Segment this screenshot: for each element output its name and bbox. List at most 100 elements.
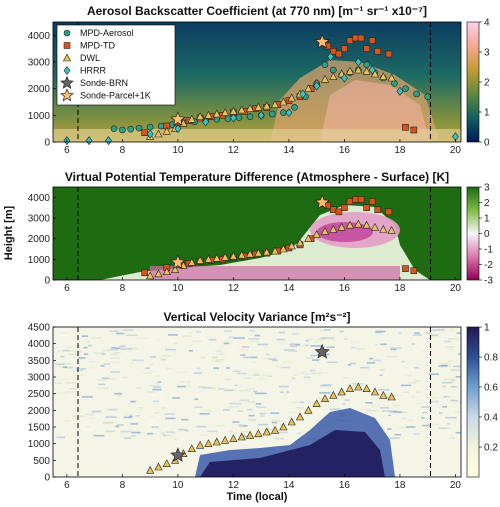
panel3-noise-speckle [310,345,322,347]
panel3-noise-speckle [64,420,71,422]
panel3-noise-speckle [240,431,250,433]
panel1-dwl-point [262,101,271,110]
panel1-mpd-td-point [341,45,348,52]
panel3-ytick-label: 1000 [28,439,51,450]
panel3-ytick-label: 2500 [28,389,51,400]
legend-marker [62,53,72,62]
panel2-dwl-point [154,269,163,278]
panel3-noise-speckle [321,346,331,348]
panel3-noise-speckle [447,365,452,367]
panel3-noise-speckle [268,375,273,377]
panel3-noise-speckle [288,350,298,352]
panel1-dwl-point [279,97,288,106]
panel3-noise-speckle [57,350,62,352]
panel2-mpd-td-point [330,206,337,214]
panel1-mpd-aerosol-point [157,122,165,130]
panel3-noise-speckle [75,367,82,370]
panel3-noise-speckle [113,352,121,354]
panel3-noise-speckle [153,386,162,388]
panel3-dwl-point [220,435,230,444]
panel3-noise-speckle [360,366,370,369]
panel1-mpd-td-point [346,37,354,44]
panel3-noise-speckle [327,361,338,364]
panel3-noise-speckle [123,416,132,419]
panel1-sonde-parcel-1k-point [314,34,330,49]
panel3-noise-speckle [103,422,114,424]
panel3-noise-speckle [196,425,207,428]
panel2-mpd-td-point [363,204,370,211]
panel3-noise-speckle [387,428,392,430]
panel2-title: Virtual Potential Temperature Difference… [65,170,449,184]
panel2-ytick-label: 3000 [28,214,51,225]
panel3-noise-speckle [298,373,309,375]
panel3-noise-speckle [130,362,134,364]
panel3-noise-speckle [181,418,189,421]
panel2-xtick-label: 8 [120,283,126,294]
panel3-noise-speckle [65,366,74,369]
panel3-noise-speckle [426,397,437,399]
panel3-noise-speckle [314,340,319,343]
panel3-noise-speckle [261,374,272,377]
colorbar2-tick-label: -3 [484,276,493,287]
panel2-ytick-label: 1000 [28,255,51,266]
panel2-dwl-point [320,226,330,235]
legend-label: Sonde-Parcel+1K [80,91,151,101]
panel3-noise-speckle [120,430,132,433]
panel3-noise-speckle [138,406,144,409]
panel3-noise-speckle [408,382,417,384]
panel3-noise-speckle [378,389,389,391]
panel3-noise-speckle [152,433,158,435]
panel1-mpd-aerosol-point [321,61,329,68]
panel3-noise-speckle [83,353,89,355]
panel1-mpd-aerosol-point [110,125,118,132]
panel2-dwl-point [304,234,313,242]
panel3-noise-speckle [403,391,409,394]
legend-label: Sonde-BRN [80,78,128,88]
panel3-noise-speckle [374,331,382,334]
panel3-noise-speckle [237,410,244,412]
panel3-dwl-point [162,459,171,467]
colorbar2-tick-label: -1 [484,245,493,256]
panel3-noise-speckle [60,332,68,334]
panel3-noise-speckle [376,405,381,407]
panel3-noise-speckle [88,344,93,347]
panel3-dwl-point [312,399,321,407]
panel3-noise-speckle [309,369,316,372]
panel3-noise-speckle [402,417,407,420]
panel3-dwl-point [237,432,246,441]
panel3-noise-speckle [109,330,119,332]
panel3-noise-speckle [447,360,452,362]
panel3-noise-speckle [213,367,220,369]
panel2-dwl-point [212,253,221,262]
panel1-mpd-td-point [410,126,418,134]
panel3-noise-speckle [394,433,402,436]
panel2-dwl-point [287,241,296,250]
panel3-noise-speckle [311,372,322,375]
panel3-noise-speckle [366,410,377,412]
panel3-dwl-point [245,430,255,439]
panel3-noise-speckle [407,419,414,422]
panel3-noise-speckle [141,372,152,374]
panel3-noise-speckle [458,353,461,355]
panel3-noise-speckle [195,331,201,333]
panel3-noise-speckle [172,397,180,399]
panel3-ytick-label: 1500 [28,423,51,434]
panel2-dwl-point [196,255,205,264]
panel3-noise-speckle [294,343,300,346]
panel3-noise-speckle [369,357,373,360]
panel2-mpd-td-point [410,267,418,275]
legend-label: MPD-Aerosol [80,28,134,38]
panel3-dwl-point [287,417,296,426]
panel2-mpd-td-point [385,208,393,216]
panel3-noise-speckle [149,416,154,418]
panel3-noise-speckle [115,425,120,428]
panel3-noise-speckle [387,414,392,417]
panel3-noise-speckle [166,393,171,395]
panel3-noise-speckle [257,343,269,346]
panel1-xtick-label: 14 [283,145,295,156]
panel3-noise-speckle [429,423,440,426]
panel3-noise-speckle [375,330,386,333]
panel3-noise-speckle [101,377,110,379]
panel3-dwl-point [295,412,305,421]
